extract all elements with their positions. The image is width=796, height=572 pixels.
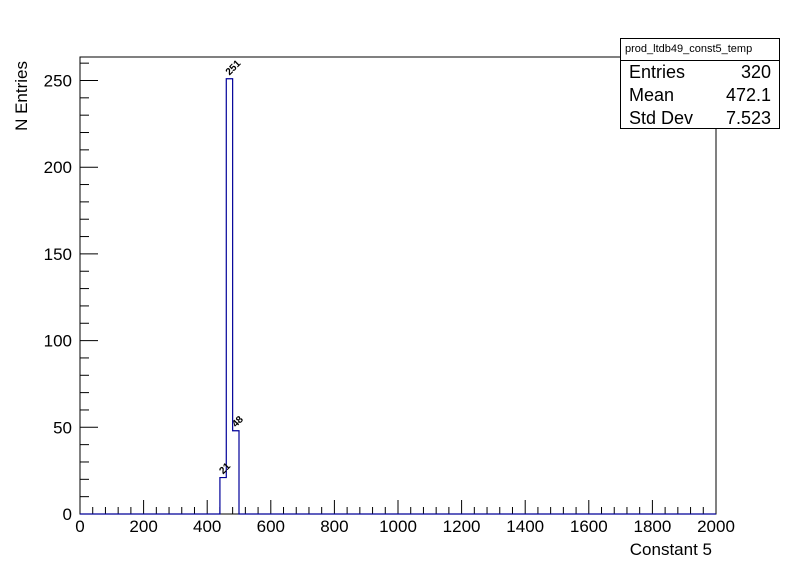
- stats-row-mean: Mean 472.1: [621, 84, 779, 107]
- x-tick-label: 1000: [379, 517, 417, 536]
- histogram-bars: [80, 78, 716, 515]
- x-tick-label: 1400: [506, 517, 544, 536]
- x-tick-label: 1800: [633, 517, 671, 536]
- stats-value: 472.1: [725, 85, 771, 105]
- histogram-outline: [80, 78, 716, 515]
- histogram-bin: [233, 431, 239, 514]
- y-tick-label: 200: [44, 158, 72, 177]
- stats-title: prod_ltdb49_const5_temp: [621, 39, 779, 61]
- stats-value: 320: [740, 62, 771, 82]
- stats-label: Mean: [629, 85, 675, 105]
- stats-row-entries: Entries 320: [621, 61, 779, 84]
- x-tick-label: 400: [193, 517, 221, 536]
- x-tick-label: 1600: [570, 517, 608, 536]
- stats-label: Entries: [629, 62, 686, 82]
- stats-label: Std Dev: [629, 108, 694, 128]
- stats-row-stddev: Std Dev 7.523: [621, 107, 779, 130]
- bin-value-label: 251: [224, 58, 244, 78]
- x-tick-label: 200: [129, 517, 157, 536]
- tick-labels: 0 200 400 600 800 1000 1200 1400 1600 1800 2000 0 50…: [44, 58, 735, 536]
- y-tick-label: 250: [44, 71, 72, 90]
- x-tick-label: 1200: [443, 517, 481, 536]
- stats-box: prod_ltdb49_const5_temp Entries 320 Mean…: [620, 38, 780, 129]
- histogram-bin: [226, 79, 232, 514]
- x-tick-label: 800: [320, 517, 348, 536]
- x-axis-title: Constant 5: [630, 540, 712, 559]
- x-tick-label: 600: [257, 517, 285, 536]
- y-tick-label: 100: [44, 332, 72, 351]
- bin-value-label: 21: [217, 461, 233, 477]
- stats-value: 7.523: [725, 108, 771, 128]
- y-tick-label: 0: [63, 505, 72, 524]
- y-tick-label: 50: [53, 418, 72, 437]
- x-tick-label: 2000: [697, 517, 735, 536]
- x-tick-label: 0: [75, 517, 84, 536]
- axis-ticks: [79, 62, 717, 515]
- y-axis-title: N Entries: [12, 61, 31, 131]
- histogram-bin: [220, 478, 226, 514]
- y-tick-label: 150: [44, 245, 72, 264]
